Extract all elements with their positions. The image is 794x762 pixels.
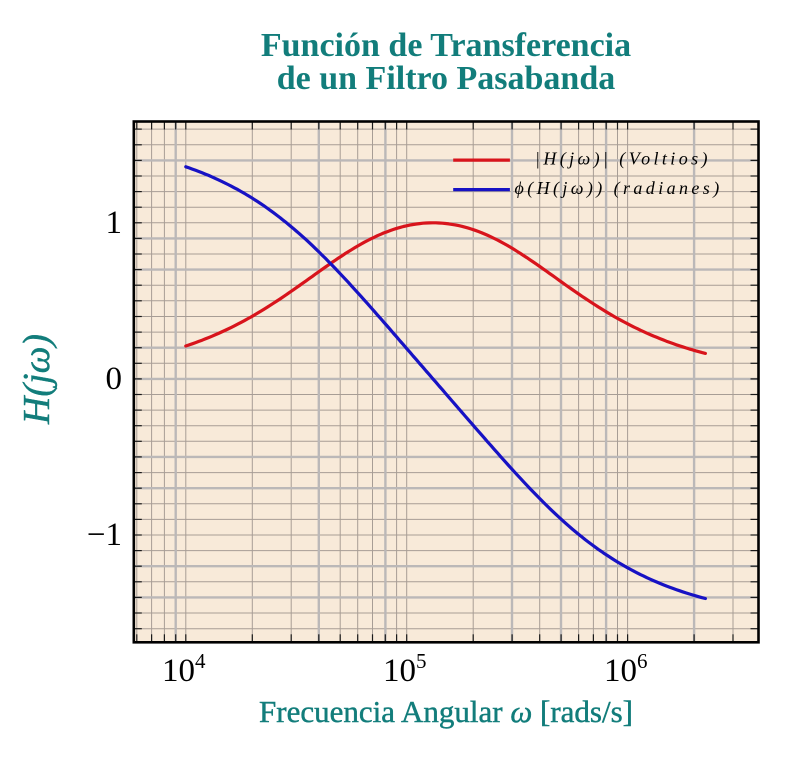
svg-text:1: 1 xyxy=(106,205,123,241)
svg-text:ϕ(H(jω)) (radianes): ϕ(H(jω)) (radianes) xyxy=(515,178,723,199)
svg-text:|H(jω)| (Voltios): |H(jω)| (Voltios) xyxy=(535,149,711,170)
svg-text:0: 0 xyxy=(106,361,123,397)
svg-text:−1: −1 xyxy=(87,517,122,553)
svg-text:Función de Transferencia: Función de Transferencia xyxy=(261,27,631,64)
svg-text:H(jω): H(jω) xyxy=(16,334,58,425)
svg-text:de un Filtro Pasabanda: de un Filtro Pasabanda xyxy=(277,60,616,97)
svg-text:Frecuencia Angular ω [rads/s]: Frecuencia Angular ω [rads/s] xyxy=(259,694,633,729)
